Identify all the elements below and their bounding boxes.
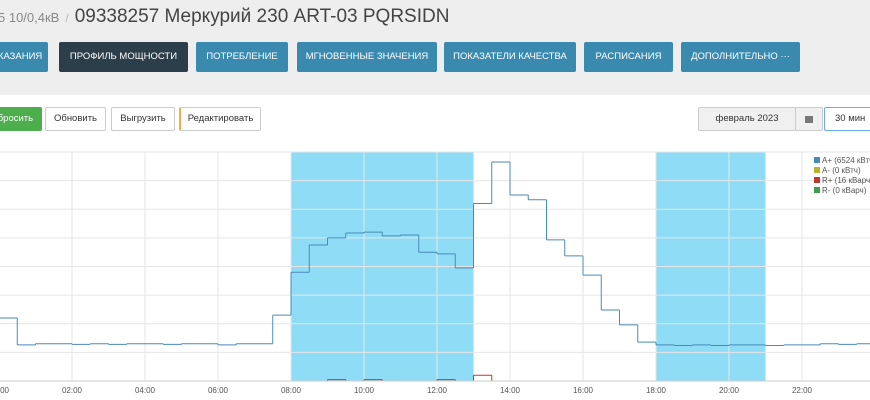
legend-label: A+ (6524 кВтч): [822, 156, 870, 165]
x-tick-label: 08:00: [281, 386, 302, 395]
x-tick-label: 12:00: [427, 386, 448, 395]
x-tick-label: 00:00: [0, 386, 10, 395]
tab[interactable]: РАСПИСАНИЯ: [584, 42, 673, 72]
edit-button[interactable]: Редактировать: [179, 107, 261, 131]
x-tick-label: 16:00: [573, 386, 594, 395]
refresh-button[interactable]: Обновить: [45, 107, 106, 131]
tab[interactable]: ПОТРЕБЛЕНИЕ: [196, 42, 288, 72]
legend-label: R- (0 кВарч): [822, 186, 867, 195]
period-select[interactable]: 30 мин: [824, 107, 870, 131]
tab[interactable]: МГНОВЕННЫЕ ЗНАЧЕНИЯ: [297, 42, 437, 72]
legend-swatch: [814, 157, 820, 163]
calendar-icon[interactable]: [795, 107, 823, 131]
tab[interactable]: ПОКАЗАТЕЛИ КАЧЕСТВА: [444, 42, 576, 72]
export-button[interactable]: Выгрузить: [111, 107, 175, 131]
page-title: 09338257 Меркурий 230 ART-03 PQRSIDN: [74, 6, 450, 27]
x-tick-label: 10:00: [354, 386, 375, 395]
legend-swatch: [814, 177, 820, 183]
reset-button[interactable]: Сбросить: [0, 107, 42, 131]
legend-swatch: [814, 187, 820, 193]
x-tick-label: 02:00: [62, 386, 83, 395]
chart: 00:00 02:00 04:00 06:00 08:00 10:00 12:00 14:00…: [0, 151, 870, 395]
separator: /: [65, 11, 69, 25]
tab[interactable]: ДОПОЛНИТЕЛЬНО ···: [681, 42, 800, 72]
x-tick-label: 04:00: [135, 386, 156, 395]
header: 5 10/0,4кВ / 09338257 Меркурий 230 ART-03 …: [0, 6, 449, 28]
x-tick-label: 14:00: [500, 386, 521, 395]
x-tick-label: 18:00: [646, 386, 667, 395]
tab[interactable]: ПРОФИЛЬ МОЩНОСТИ: [59, 42, 188, 72]
x-tick-label: 06:00: [208, 386, 229, 395]
legend-swatch: [814, 167, 820, 173]
calendar-glyph: [805, 116, 813, 123]
month-picker[interactable]: февраль 2023: [698, 107, 796, 131]
tab[interactable]: ПОКАЗАНИЯ: [0, 42, 48, 72]
x-tick-label: 20:00: [719, 386, 740, 395]
x-tick-label: 22:00: [792, 386, 813, 395]
legend-label: R+ (16 кВарч): [822, 176, 870, 185]
legend-label: A- (0 кВтч): [822, 166, 861, 175]
breadcrumb[interactable]: 5 10/0,4кВ: [0, 10, 60, 25]
